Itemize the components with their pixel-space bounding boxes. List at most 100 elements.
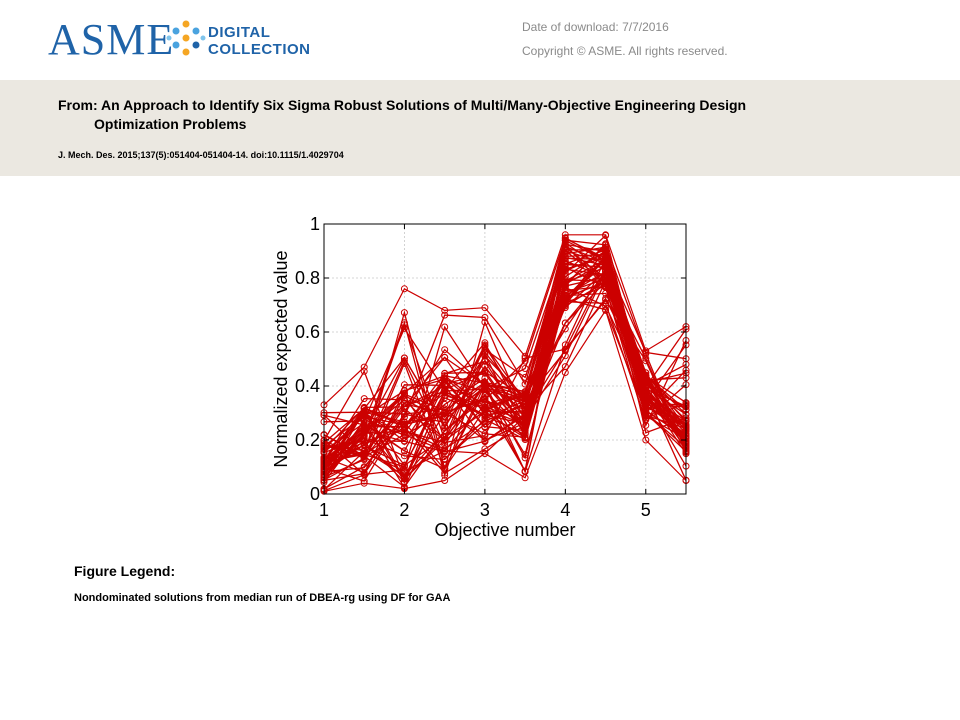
- series-point: [360, 367, 368, 375]
- series-line: [323, 286, 687, 465]
- x-tick-label: 4: [560, 500, 570, 520]
- logo-collection-text: COLLECTION: [208, 41, 311, 58]
- series-point: [360, 452, 368, 460]
- article-title-line1: From: An Approach to Identify Six Sigma …: [58, 97, 747, 113]
- series-point: [400, 309, 408, 317]
- y-tick-label: 0: [310, 484, 320, 504]
- series-point: [642, 414, 650, 422]
- series-point: [481, 362, 489, 370]
- x-tick-label: 3: [480, 500, 490, 520]
- series-point: [481, 445, 489, 453]
- series-point: [481, 304, 489, 312]
- series-point: [521, 401, 529, 409]
- series-point: [400, 474, 408, 481]
- series-point: [521, 373, 529, 381]
- series-point: [642, 372, 650, 380]
- series-point: [360, 429, 368, 437]
- series-point: [441, 354, 449, 361]
- series-point: [360, 395, 368, 403]
- series-point: [441, 427, 449, 434]
- series-point: [481, 318, 489, 326]
- series-point: [360, 363, 368, 371]
- asme-wordmark: ASME: [48, 15, 175, 64]
- series-point: [441, 306, 449, 314]
- series-point: [642, 404, 650, 412]
- series-point: [642, 390, 650, 397]
- series-point: [561, 281, 569, 289]
- series-point: [561, 246, 569, 254]
- series-point: [481, 367, 489, 375]
- series-point: [642, 436, 650, 444]
- series-point: [441, 416, 449, 424]
- series-point: [521, 417, 529, 425]
- logo-digital-text: DIGITAL: [208, 24, 271, 41]
- y-tick-label: 0.8: [295, 268, 320, 288]
- series-point: [441, 346, 449, 354]
- series-point: [602, 231, 610, 239]
- series-point: [400, 447, 408, 455]
- y-axis-label: Normalized expected value: [271, 250, 291, 467]
- series-point: [561, 369, 569, 376]
- series-line-max: [323, 234, 687, 406]
- series-point: [642, 429, 650, 437]
- x-tick-label: 2: [399, 500, 409, 520]
- series-point: [400, 403, 408, 411]
- article-header-band: [0, 80, 960, 176]
- series-point: [481, 432, 489, 440]
- series-point: [602, 306, 610, 314]
- y-tick-label: 0.6: [295, 322, 320, 342]
- x-axis-label: Objective number: [434, 520, 575, 540]
- series-point: [481, 391, 489, 399]
- series-point: [400, 421, 408, 429]
- plot-frame: [323, 223, 687, 495]
- series-line: [323, 297, 687, 451]
- asme-logo[interactable]: ASME DIGITAL COLLECTION: [48, 12, 328, 68]
- series-point: [481, 405, 489, 413]
- series-point: [360, 479, 368, 487]
- series-point: [481, 423, 489, 431]
- series-point: [642, 357, 650, 365]
- figure-legend-heading: Figure Legend:: [74, 563, 176, 579]
- series-point: [360, 477, 368, 485]
- article-title: From: An Approach to Identify Six Sigma …: [58, 96, 878, 134]
- series-line: [323, 252, 687, 480]
- series-point: [642, 347, 650, 355]
- series-point: [360, 441, 368, 449]
- series-point: [481, 413, 489, 421]
- series-point: [561, 231, 569, 239]
- series-point: [441, 441, 449, 449]
- download-date: Date of download: 7/7/2016: [522, 20, 669, 34]
- series-point: [481, 314, 489, 321]
- series-point: [400, 392, 408, 399]
- series-point: [360, 427, 368, 435]
- series-line-min: [323, 308, 687, 492]
- copyright-notice: Copyright © ASME. All rights reserved.: [522, 44, 728, 58]
- series-point: [521, 397, 529, 405]
- series-point: [642, 385, 650, 393]
- article-citation: J. Mech. Des. 2015;137(5):051404-051404-…: [58, 150, 344, 160]
- series-point: [400, 437, 408, 445]
- x-tick-label: 1: [319, 500, 329, 520]
- x-tick-label: 5: [641, 500, 651, 520]
- series-point: [400, 357, 408, 365]
- series-point: [561, 257, 569, 265]
- series-point: [441, 477, 449, 484]
- parallel-coordinates-chart: 1 2 3 4 5 0 0.2 0.4 0.6 0.8 1 Objective number Norma…: [271, 214, 690, 540]
- series-point: [481, 450, 489, 457]
- series-point: [441, 389, 449, 397]
- series-point: [602, 263, 610, 271]
- series-point: [521, 388, 529, 396]
- series-point: [602, 282, 610, 290]
- series-point: [521, 474, 529, 482]
- series-point: [400, 410, 408, 418]
- series-line: [323, 243, 687, 479]
- series-point: [441, 465, 449, 473]
- series-point: [561, 319, 569, 327]
- figure-legend-text: Nondominated solutions from median run o…: [74, 592, 451, 604]
- series-point: [400, 321, 408, 329]
- series-point: [521, 434, 529, 442]
- series-point: [360, 419, 368, 427]
- series-point: [360, 403, 368, 411]
- series-point: [481, 382, 489, 389]
- series-point: [441, 323, 449, 331]
